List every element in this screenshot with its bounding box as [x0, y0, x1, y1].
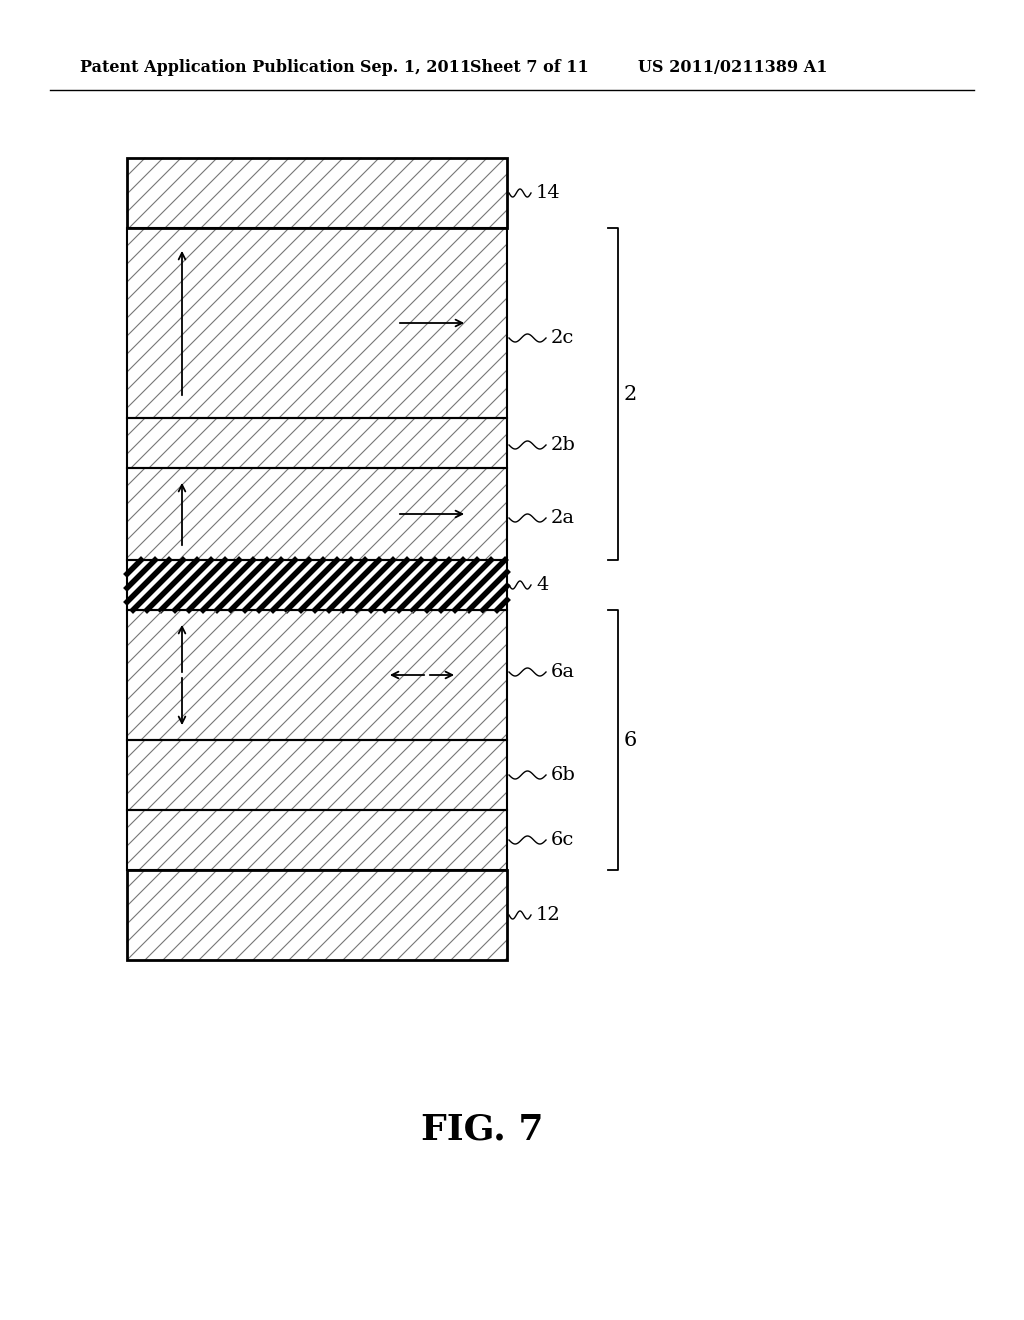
- Text: 2c: 2c: [551, 329, 574, 347]
- Text: 6b: 6b: [551, 766, 575, 784]
- Text: 2: 2: [624, 384, 637, 404]
- Text: 6c: 6c: [551, 832, 574, 849]
- Bar: [127, 810, 507, 870]
- Bar: [127, 810, 507, 870]
- Text: 2a: 2a: [551, 510, 575, 527]
- Text: Sheet 7 of 11: Sheet 7 of 11: [470, 59, 589, 77]
- Bar: [127, 469, 507, 560]
- Text: 6: 6: [624, 730, 637, 750]
- Bar: [127, 610, 507, 741]
- Bar: [127, 560, 507, 610]
- Text: FIG. 7: FIG. 7: [421, 1113, 544, 1147]
- Bar: [127, 741, 507, 810]
- Bar: [127, 228, 507, 418]
- Text: Sep. 1, 2011: Sep. 1, 2011: [360, 59, 471, 77]
- Text: US 2011/0211389 A1: US 2011/0211389 A1: [638, 59, 827, 77]
- Text: 12: 12: [536, 906, 561, 924]
- Bar: [127, 418, 507, 469]
- Text: 6a: 6a: [551, 663, 575, 681]
- Bar: [127, 418, 507, 469]
- Text: 2b: 2b: [551, 436, 575, 454]
- Bar: [127, 741, 507, 810]
- Bar: [127, 610, 507, 741]
- Bar: [127, 158, 507, 228]
- Bar: [127, 870, 507, 960]
- Text: Patent Application Publication: Patent Application Publication: [80, 59, 354, 77]
- Bar: [127, 870, 507, 960]
- Text: 14: 14: [536, 183, 561, 202]
- Bar: [127, 228, 507, 418]
- Text: 4: 4: [536, 576, 549, 594]
- Bar: [127, 560, 507, 610]
- Bar: [127, 158, 507, 228]
- Bar: [127, 469, 507, 560]
